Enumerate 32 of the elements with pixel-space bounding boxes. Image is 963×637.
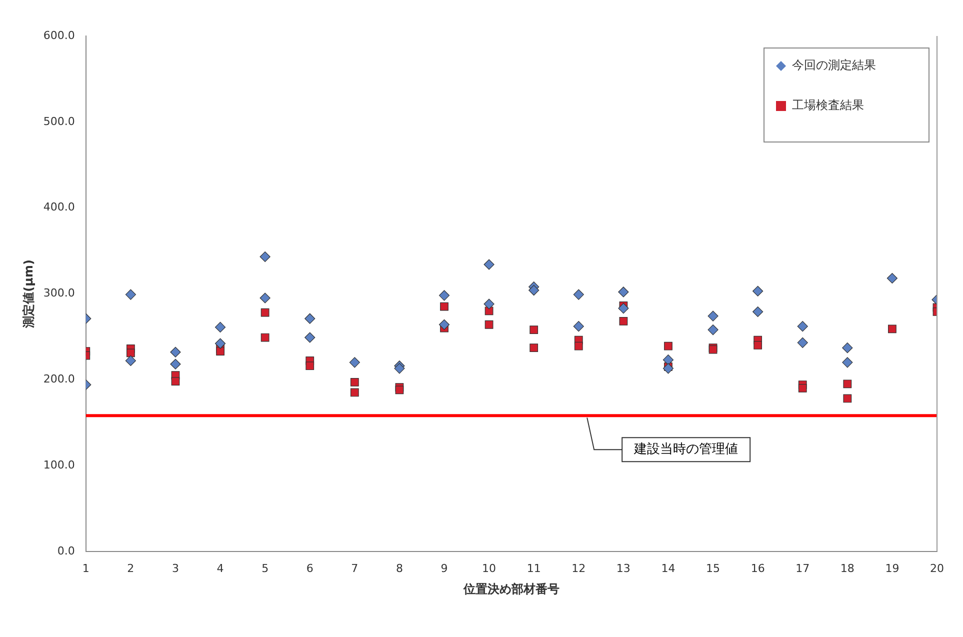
y-tick-label: 500.0 (43, 114, 75, 128)
x-tick-label: 11 (526, 562, 541, 575)
ref-line-label: 建設当時の管理値 (633, 442, 738, 458)
x-tick-label: 5 (262, 562, 269, 575)
x-tick-label: 4 (216, 562, 224, 575)
y-axis-title: 測定値(μm) (21, 260, 36, 329)
x-tick-label: 14 (661, 562, 676, 575)
x-tick-label: 19 (885, 562, 900, 575)
x-tick-label: 2 (127, 562, 134, 575)
legend-label: 今回の測定結果 (792, 58, 876, 72)
x-tick-label: 16 (750, 562, 765, 575)
y-tick-label: 400.0 (43, 200, 75, 214)
x-tick-label: 8 (396, 562, 403, 575)
y-tick-label: 200.0 (43, 372, 75, 386)
x-tick-label: 18 (840, 562, 854, 575)
x-tick-label: 3 (172, 562, 179, 575)
x-tick-label: 13 (616, 562, 630, 575)
legend-label: 工場検査結果 (792, 98, 864, 112)
y-tick-label: 100.0 (43, 458, 75, 472)
y-tick-label: 300.0 (43, 286, 75, 300)
x-tick-label: 10 (482, 562, 496, 575)
x-tick-label: 6 (306, 562, 314, 575)
x-tick-label: 7 (351, 562, 358, 575)
x-tick-label: 9 (440, 562, 448, 575)
x-tick-label: 17 (796, 562, 810, 575)
x-axis-title: 位置決め部材番号 (462, 582, 560, 596)
y-tick-label: 0.0 (57, 544, 75, 558)
x-tick-label: 20 (930, 562, 944, 575)
y-tick-label: 600.0 (43, 28, 75, 42)
x-tick-label: 15 (706, 562, 720, 575)
x-tick-label: 1 (82, 562, 90, 575)
x-tick-label: 12 (572, 562, 586, 575)
